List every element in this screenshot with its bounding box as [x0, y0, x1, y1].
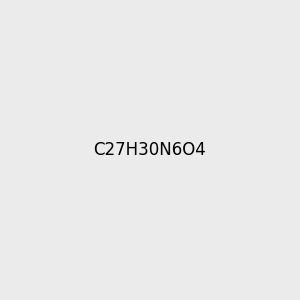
Text: C27H30N6O4: C27H30N6O4	[94, 141, 206, 159]
